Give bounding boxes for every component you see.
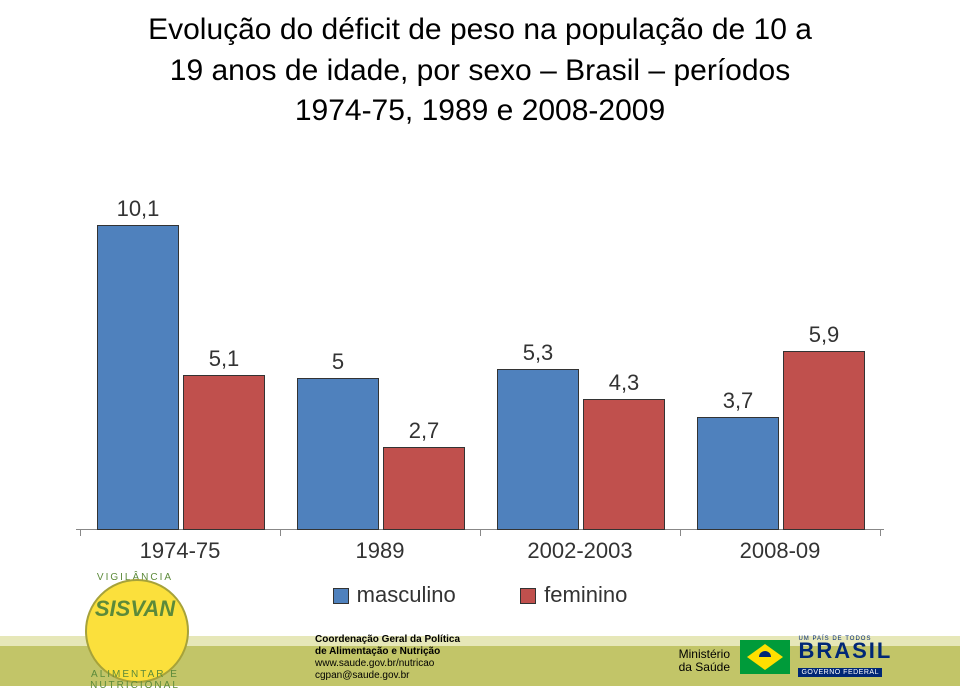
swatch-feminino: [520, 588, 536, 604]
category-label: 1974-75: [80, 538, 280, 564]
footer-org-line1: Coordenação Geral da Política: [315, 634, 460, 645]
footer-org-text: Coordenação Geral da Política de Aliment…: [315, 634, 460, 682]
bar-value-label: 5,9: [784, 322, 864, 348]
footer-org-line2: de Alimentação e Nutrição: [315, 646, 440, 657]
bar-feminino: 4,3: [583, 399, 665, 530]
axis-tick: [880, 530, 881, 536]
legend-masculino: masculino: [333, 582, 456, 608]
bar-feminino: 5,1: [183, 375, 265, 530]
bar-feminino: 2,7: [383, 447, 465, 530]
title-line-1: Evolução do déficit de peso na população…: [60, 10, 900, 51]
legend-feminino: feminino: [520, 582, 627, 608]
ministerio-line2: da Saúde: [679, 660, 730, 674]
bar-value-label: 3,7: [698, 388, 778, 414]
ministerio-label: Ministério da Saúde: [679, 648, 730, 674]
page-footer: VIGILÂNCIA SISVAN ALIMENTAR E NUTRICIONA…: [0, 624, 960, 686]
bar-masculino: 10,1: [97, 225, 179, 530]
bar-value-label: 10,1: [98, 196, 178, 222]
bar-value-label: 5,3: [498, 340, 578, 366]
category-label: 2002-2003: [480, 538, 680, 564]
sisvan-logo: VIGILÂNCIA SISVAN ALIMENTAR E NUTRICIONA…: [60, 574, 210, 684]
footer-url: www.saude.gov.br/nutricao: [315, 658, 434, 669]
bar-group: 3,75,92008-09: [680, 170, 880, 530]
brasil-title: BRASIL: [798, 642, 892, 661]
brasil-flag-icon: [740, 640, 790, 674]
bar-group: 10,15,11974-75: [80, 170, 280, 530]
brasil-logo: UM PAÍS DE TODOS BRASIL GOVERNO FEDERAL: [740, 636, 910, 680]
bar-value-label: 2,7: [384, 418, 464, 444]
sisvan-circle-icon: [85, 579, 189, 683]
sisvan-name: SISVAN: [60, 596, 210, 622]
category-label: 2008-09: [680, 538, 880, 564]
ministerio-line1: Ministério: [679, 647, 730, 661]
axis-tick: [680, 530, 681, 536]
axis-tick: [80, 530, 81, 536]
bar-masculino: 3,7: [697, 417, 779, 530]
category-label: 1989: [280, 538, 480, 564]
title-line-3: 1974-75, 1989 e 2008-2009: [60, 91, 900, 132]
bar-masculino: 5,3: [497, 369, 579, 530]
bar-masculino: 5: [297, 378, 379, 530]
footer-email: cgpan@saude.gov.br: [315, 670, 409, 681]
bar-feminino: 5,9: [783, 351, 865, 530]
legend-feminino-label: feminino: [544, 582, 627, 607]
bar-value-label: 5: [298, 349, 378, 375]
bar-group: 5,34,32002-2003: [480, 170, 680, 530]
bar-group: 52,71989: [280, 170, 480, 530]
brasil-subtitle: GOVERNO FEDERAL: [798, 668, 882, 677]
chart-title: Evolução do déficit de peso na população…: [60, 10, 900, 132]
sisvan-arc-bottom: ALIMENTAR E NUTRICIONAL: [60, 669, 210, 691]
axis-tick: [480, 530, 481, 536]
legend-masculino-label: masculino: [357, 582, 456, 607]
axis-tick: [280, 530, 281, 536]
bar-chart: 10,15,11974-7552,719895,34,32002-20033,7…: [80, 170, 880, 530]
brasil-text-block: UM PAÍS DE TODOS BRASIL GOVERNO FEDERAL: [798, 636, 892, 679]
bar-value-label: 4,3: [584, 370, 664, 396]
swatch-masculino: [333, 588, 349, 604]
title-line-2: 19 anos de idade, por sexo – Brasil – pe…: [60, 51, 900, 92]
bar-value-label: 5,1: [184, 346, 264, 372]
